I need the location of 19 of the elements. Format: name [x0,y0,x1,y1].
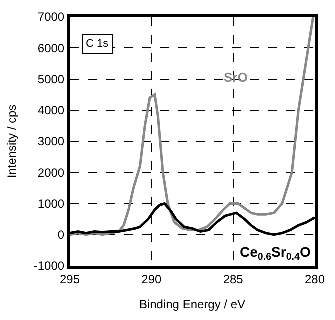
x-tick-label: 285 [223,272,244,286]
y-tick-label: 0 [58,228,65,242]
y-tick-label: 7000 [38,10,65,24]
y-tick-label: 5000 [38,72,65,86]
x-tick-label: 290 [142,272,162,286]
annotation: C 1s [86,38,110,50]
text: SrO [224,70,248,85]
series-label: Ce$_{0.6}$Sr$_{0.4}$O [240,244,311,263]
x-tick-label: 295 [60,272,80,286]
y-tick-label: 6000 [38,41,65,56]
y-axis-title: Intensity / cps [5,104,20,178]
y-tick-label: 3000 [38,134,65,149]
y-tick-label: 1000 [38,196,65,211]
y-tick-label: -1000 [34,259,65,274]
x-axis-title: Binding Energy / eV [139,297,246,312]
line-series [70,17,315,236]
y-tick-label: 4000 [38,104,65,118]
x-tick-label: 280 [304,272,326,286]
y-tick-label: 2000 [38,166,65,180]
